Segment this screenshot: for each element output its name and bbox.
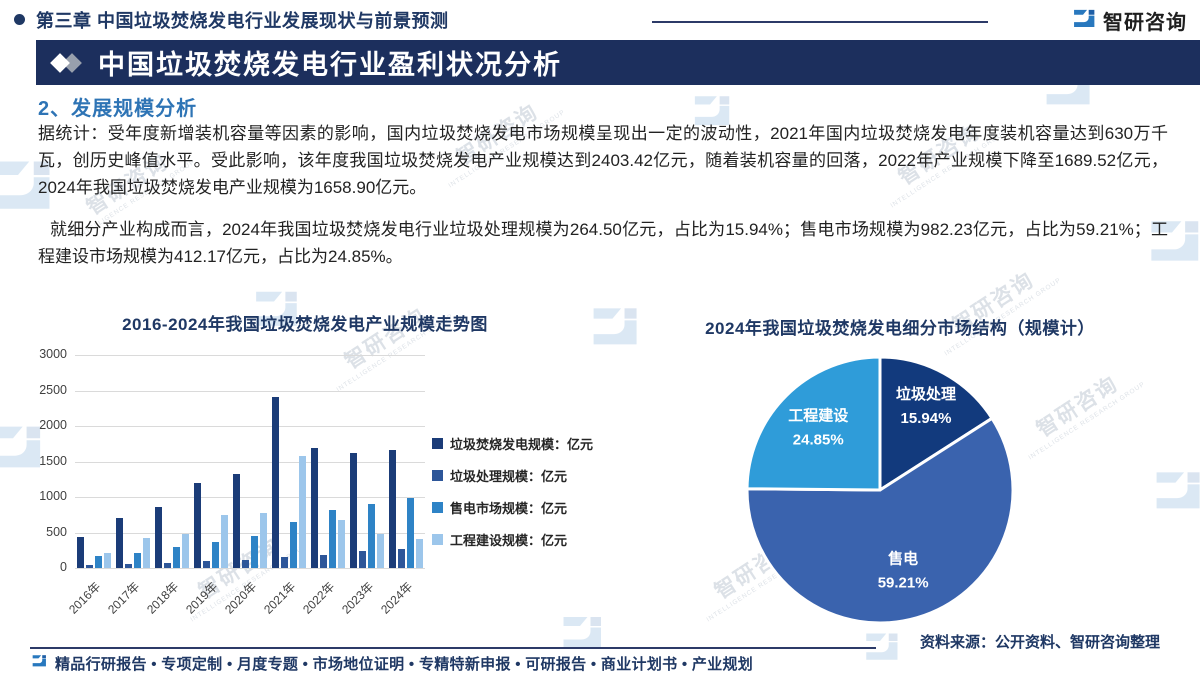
legend-item: 垃圾焚烧发电规模：亿元 (432, 434, 593, 453)
bar (77, 537, 85, 568)
bar (212, 541, 220, 568)
brand-logo-icon (1070, 5, 1096, 36)
y-axis-tick-label: 0 (60, 560, 67, 574)
footer-divider-line (30, 647, 876, 649)
bar (319, 555, 327, 568)
bar (337, 519, 345, 568)
pie-chart: 2024年我国垃圾焚烧发电细分市场结构（规模计） 垃圾处理 15.94% 售电 59.… (640, 302, 1160, 647)
section-banner: 中国垃圾焚烧发电行业盈利状况分析 (36, 40, 1200, 85)
bar (104, 553, 112, 568)
pie-chart-title: 2024年我国垃圾焚烧发电细分市场结构（规模计） (705, 319, 1095, 338)
legend-swatch (432, 502, 443, 513)
chapter-title: 第三章 中国垃圾焚烧发电行业发展现状与前景预测 (36, 11, 449, 31)
brand-logo: 智研咨询 (1070, 5, 1187, 36)
banner-title: 中国垃圾焚烧发电行业盈利状况分析 (98, 50, 562, 80)
section-heading: 2、发展规模分析 (38, 98, 198, 120)
chapter-bullet-icon (14, 14, 25, 25)
bar-chart: 2016-2024年我国垃圾焚烧发电产业规模走势图 0 500 1000 1500 20… (39, 302, 620, 640)
bar (415, 538, 423, 568)
bar (86, 564, 94, 568)
pie-slice (745, 355, 882, 492)
bar (182, 533, 190, 568)
legend-label: 垃圾焚烧发电规模：亿元 (450, 437, 594, 452)
bar (134, 553, 142, 568)
gridline (75, 532, 425, 534)
y-axis-tick-label: 2500 (39, 382, 67, 397)
footer-services-row: 精品行研报告 • 专项定制 • 月度专题 • 市场地位证明 • 专精特新申报 •… (30, 652, 753, 674)
gridline (75, 497, 425, 498)
legend-swatch (432, 534, 443, 545)
bar (349, 452, 357, 568)
brand-name: 智研咨询 (1103, 12, 1187, 34)
bar (388, 450, 396, 568)
bar (251, 536, 258, 568)
y-axis-tick-label: 1000 (39, 489, 67, 503)
double-diamond-icon (50, 52, 84, 73)
bar (173, 546, 181, 568)
legend-label: 垃圾处理规模：亿元 (450, 469, 568, 484)
pie-slice-value: 24.85% (793, 432, 844, 449)
bar (271, 397, 279, 568)
pie-slice (878, 355, 994, 492)
bar (328, 509, 336, 568)
footer-logo-icon (30, 652, 47, 674)
bar (116, 518, 124, 568)
pie-slice-label: 售电 (888, 550, 918, 568)
bar (242, 560, 249, 568)
bar (397, 549, 405, 568)
bar (233, 473, 240, 568)
bar (280, 556, 288, 568)
bar (203, 560, 211, 568)
bar-chart-legend: 垃圾焚烧发电规模：亿元 垃圾处理规模：亿元 售电市场规模：亿元 工程建设规模：亿元 (432, 434, 593, 562)
legend-swatch (432, 438, 443, 449)
legend-swatch (432, 470, 443, 481)
pie-slice-value: 59.21% (878, 575, 929, 592)
gridline (75, 390, 425, 392)
bar (221, 515, 229, 568)
bar (376, 533, 384, 568)
y-axis-tick-label: 2000 (39, 418, 67, 432)
bar (95, 556, 103, 568)
bar-chart-title: 2016-2024年我国垃圾焚烧发电产业规模走势图 (122, 315, 488, 334)
footer-services: 精品行研报告 • 专项定制 • 月度专题 • 市场地位证明 • 专精特新申报 •… (55, 655, 754, 673)
header-divider-line (652, 21, 988, 23)
bar (367, 504, 375, 568)
legend-label: 工程建设规模：亿元 (450, 533, 568, 548)
bar (289, 521, 297, 568)
pie-chart-graphic: 垃圾处理 15.94% 售电 59.21% 工程建设 24.85% (745, 355, 1015, 625)
bar (125, 563, 133, 568)
bar (155, 506, 163, 568)
bar (298, 455, 306, 568)
gridline (75, 568, 425, 569)
pie-slice-label: 垃圾处理 (896, 385, 956, 403)
bar (358, 550, 366, 568)
legend-item: 垃圾处理规模：亿元 (432, 466, 593, 485)
legend-label: 售电市场规模：亿元 (450, 501, 568, 516)
bar (406, 498, 414, 568)
bar (164, 562, 172, 568)
y-axis-tick-label: 1500 (39, 453, 67, 468)
pie-slice (745, 416, 1015, 625)
legend-item: 工程建设规模：亿元 (432, 530, 593, 549)
y-axis-tick-label: 500 (46, 524, 67, 539)
bar (143, 538, 151, 568)
gridline (75, 355, 425, 356)
bar-chart-plot-area: 0 500 1000 1500 2000 2500 3000 2016年 2017年 2018年 2… (39, 347, 425, 617)
pie-slice-value: 15.94% (901, 410, 952, 427)
paragraph-market-scale: 据统计：受年度新增装机容量等因素的影响，国内垃圾焚烧发电市场规模呈现出一定的波动… (38, 124, 1168, 197)
paragraph-segment-structure: 就细分产业构成而言，2024年我国垃圾焚烧发电行业垃圾处理规模为264.50亿元… (38, 220, 1168, 266)
gridline (75, 461, 425, 463)
legend-item: 售电市场规模：亿元 (432, 498, 593, 517)
y-axis-tick-label: 3000 (39, 347, 67, 361)
source-note: 资料来源：公开资料、智研咨询整理 (919, 634, 1160, 651)
gridline (75, 426, 425, 427)
pie-slice-label: 工程建设 (788, 407, 848, 425)
bar (194, 482, 202, 568)
bar (310, 448, 318, 568)
bar (260, 513, 267, 568)
